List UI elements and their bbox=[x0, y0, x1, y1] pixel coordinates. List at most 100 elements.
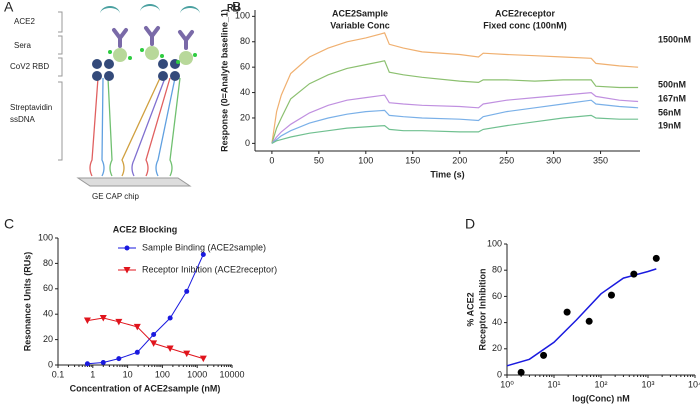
x-tick-label: 100 bbox=[155, 369, 170, 379]
y-tick-label: 0 bbox=[497, 369, 502, 379]
y-tick-label: 40 bbox=[43, 309, 53, 319]
legend-label: Receptor Inibition (ACE2receptor) bbox=[142, 264, 277, 274]
x-axis-label: Concentration of ACE2sample (nM) bbox=[70, 383, 221, 393]
chart-title: ACE2 Blocking bbox=[113, 224, 178, 234]
x-tick-label: 200 bbox=[452, 155, 467, 165]
y-tick-label: 80 bbox=[492, 265, 502, 275]
x-tick-label: 300 bbox=[546, 155, 561, 165]
bracket bbox=[58, 11, 63, 161]
y-tick-label: 40 bbox=[492, 317, 502, 327]
marker bbox=[630, 270, 638, 278]
x-tick-label: 1 bbox=[90, 369, 95, 379]
y-tick-label: 20 bbox=[43, 334, 53, 344]
x-tick-label: 10 bbox=[123, 369, 133, 379]
marker bbox=[652, 254, 660, 262]
panel-letter: D bbox=[465, 216, 475, 232]
annotation: ACE2receptor bbox=[495, 8, 556, 18]
chip bbox=[76, 177, 192, 187]
strands bbox=[89, 77, 181, 177]
series-line bbox=[271, 99, 639, 144]
series-label: 500nM bbox=[658, 79, 686, 89]
panel-letter: A bbox=[4, 0, 14, 15]
x-tick-label: 10⁰ bbox=[500, 379, 514, 389]
marker bbox=[115, 318, 123, 326]
diagram-label: ACE2 bbox=[14, 17, 35, 26]
annotation: ACE2Sample bbox=[332, 8, 388, 18]
marker bbox=[607, 291, 615, 299]
y-tick-label: 40 bbox=[240, 87, 250, 97]
marker bbox=[184, 288, 190, 294]
series-label: 167nM bbox=[658, 93, 686, 103]
marker bbox=[100, 359, 106, 365]
marker bbox=[83, 317, 91, 325]
x-tick-label: 10¹ bbox=[547, 379, 560, 389]
series-line bbox=[271, 114, 639, 144]
x-tick-label: 1000 bbox=[187, 369, 207, 379]
x-axis-label: Time (s) bbox=[430, 169, 464, 179]
marker bbox=[517, 368, 525, 376]
y-tick-label: 0 bbox=[48, 359, 53, 369]
panel-letter: B bbox=[232, 0, 241, 15]
diagram: ACE2 Sera CoV2 RBD Streptavidin ssDNA GE… bbox=[10, 4, 200, 201]
marker bbox=[134, 349, 140, 355]
x-tick-label: 350 bbox=[593, 155, 608, 165]
y-axis-label: Response (0=Analyte baseline_1) bbox=[219, 9, 229, 152]
x-tick-label: 10³ bbox=[641, 379, 654, 389]
marker bbox=[585, 317, 593, 325]
x-tick-label: 0 bbox=[269, 155, 274, 165]
diagram-label: Sera bbox=[14, 41, 31, 50]
marker bbox=[133, 323, 141, 331]
y-tick-label: 100 bbox=[38, 232, 53, 242]
y-tick-label: 20 bbox=[492, 343, 502, 353]
series-line bbox=[87, 254, 204, 365]
x-tick-label: 10000 bbox=[219, 369, 244, 379]
marker bbox=[151, 332, 157, 338]
x-tick-label: 10² bbox=[594, 379, 607, 389]
x-tick-label: 50 bbox=[314, 155, 324, 165]
marker bbox=[563, 308, 571, 316]
y-tick-label: 20 bbox=[240, 112, 250, 122]
x-axis-label: log(Conc) nM bbox=[572, 393, 630, 403]
x-tick-label: 150 bbox=[405, 155, 420, 165]
marker bbox=[199, 355, 207, 363]
annotation: Fixed conc (100nM) bbox=[483, 20, 567, 30]
series-line bbox=[87, 317, 204, 360]
y-axis-label: Receptor Inhibition bbox=[477, 269, 487, 351]
fit-curve bbox=[506, 268, 657, 367]
diagram-label: Streptavidin bbox=[10, 103, 52, 112]
y-tick-label: 80 bbox=[240, 36, 250, 46]
marker bbox=[99, 315, 107, 322]
diagram-label: ssDNA bbox=[10, 115, 36, 124]
marker bbox=[540, 351, 548, 359]
series-line bbox=[271, 32, 639, 144]
y-tick-label: 60 bbox=[240, 62, 250, 72]
series-label: 1500nM bbox=[658, 34, 691, 44]
y-tick-label: 100 bbox=[235, 11, 250, 21]
series-line bbox=[271, 60, 639, 144]
rbd bbox=[108, 46, 197, 65]
annotation: Variable Conc bbox=[330, 20, 390, 30]
streptavidin bbox=[92, 59, 180, 81]
x-tick-label: 100 bbox=[358, 155, 373, 165]
x-tick-label: 0.1 bbox=[52, 369, 65, 379]
legend-marker bbox=[123, 267, 131, 274]
y-tick-label: 0 bbox=[245, 138, 250, 148]
legend-label: Sample Binding (ACE2sample) bbox=[142, 242, 266, 252]
x-tick-label: 250 bbox=[499, 155, 514, 165]
y-axis-label: Resonance Units (RUs) bbox=[22, 252, 32, 352]
diagram-label: CoV2 RBD bbox=[10, 62, 49, 71]
marker bbox=[150, 340, 158, 347]
series-label: 56nM bbox=[658, 107, 681, 117]
sera bbox=[112, 26, 194, 50]
series-line bbox=[271, 91, 639, 144]
marker bbox=[200, 252, 206, 258]
series-label: 19nM bbox=[658, 120, 681, 130]
marker bbox=[183, 350, 191, 358]
ace2 bbox=[100, 4, 200, 14]
panel-letter: C bbox=[4, 216, 14, 232]
y-tick-label: 80 bbox=[43, 258, 53, 268]
y-axis-label: % ACE2 bbox=[465, 292, 475, 326]
marker bbox=[166, 345, 174, 352]
y-tick-label: 100 bbox=[487, 238, 502, 248]
legend-marker bbox=[124, 245, 130, 251]
